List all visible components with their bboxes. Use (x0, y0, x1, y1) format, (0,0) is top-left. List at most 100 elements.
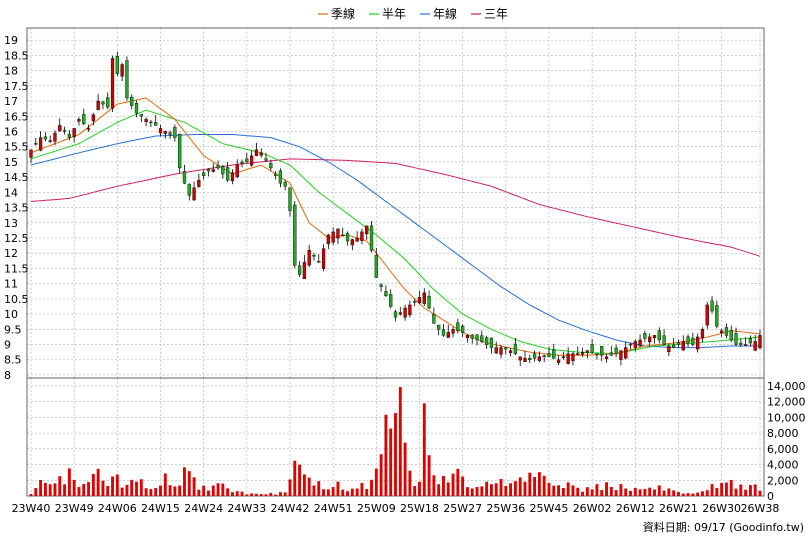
candle-body (532, 353, 537, 359)
volume-tick-label: 0 (767, 490, 774, 503)
price-tick-label: 12.5 (4, 232, 29, 245)
candle-body (676, 342, 681, 345)
ma-quarter-line (30, 97, 761, 356)
candle-body (182, 171, 187, 184)
volume-bar (513, 481, 517, 496)
volume-bar (585, 487, 589, 496)
volume-tick-label: 2,000 (767, 474, 799, 487)
volume-bar (561, 487, 565, 496)
volume-bar (77, 487, 81, 496)
candle-body (273, 173, 278, 176)
candle-body (321, 248, 326, 269)
volume-bar (629, 490, 632, 496)
price-tick-label: 14.5 (4, 171, 29, 184)
volume-bar (235, 491, 239, 496)
price-tick-label: 15.5 (4, 141, 29, 154)
candle-body (465, 335, 470, 339)
volume-bar (370, 479, 373, 496)
volume-bar (442, 475, 445, 496)
volume-bar (115, 474, 119, 496)
candle-body (667, 345, 671, 353)
volume-bar (149, 489, 153, 496)
candle-body (82, 114, 86, 125)
volume-bar (72, 480, 76, 496)
volume-bar (744, 489, 748, 496)
candle-body (384, 291, 388, 297)
candle-body (561, 356, 566, 358)
volume-bar (91, 473, 95, 496)
candle-body (365, 225, 369, 235)
price-tick-label: 14 (4, 186, 18, 199)
volume-bar (331, 487, 335, 496)
volume-bar (427, 455, 431, 496)
volume-bar (734, 488, 738, 496)
volume-bar (226, 488, 230, 496)
volume-bar (413, 486, 417, 496)
price-tick-label: 18 (4, 65, 18, 78)
candle-body (360, 231, 364, 241)
candle-body (38, 137, 43, 151)
volume-bar (197, 489, 201, 496)
price-tick-label: 17.5 (4, 80, 29, 93)
volume-bar (398, 387, 402, 496)
candle-body (48, 140, 52, 142)
volume-bar (557, 485, 561, 496)
candle-body (245, 158, 249, 163)
volume-bar (456, 468, 460, 496)
volume-tick-label: 6,000 (767, 443, 799, 456)
candle-body (556, 359, 561, 363)
x-tick-label: 23W40 (12, 502, 51, 515)
volume-bar (667, 488, 671, 496)
x-tick-label: 24W42 (271, 502, 310, 515)
x-tick-label: 26W02 (573, 502, 612, 515)
candle-body (144, 119, 148, 123)
volume-bar (537, 472, 541, 496)
price-tick-label: 9 (4, 339, 11, 352)
volume-bar (729, 479, 733, 496)
price-tick-label: 15 (4, 156, 18, 169)
candle-body (134, 102, 139, 114)
candle-body (154, 122, 158, 126)
volume-bar (374, 468, 378, 496)
volume-bar (609, 486, 613, 496)
volume-bar (202, 485, 206, 496)
candle-body (619, 350, 623, 360)
x-tick-label: 25W09 (357, 502, 396, 515)
volume-bar (533, 477, 537, 496)
candle-body (202, 172, 206, 176)
candle-body (130, 96, 134, 106)
x-axis-ticks: 23W40 23W49 24W06 24W15 24W24 24W33 24W42 24W51… (12, 502, 780, 515)
volume-bar (111, 476, 114, 496)
volume-bar (106, 486, 110, 496)
price-tick-label: 11 (4, 278, 18, 291)
price-tick-label: 12 (4, 247, 18, 260)
volume-bar (326, 489, 330, 496)
candle-body (317, 261, 321, 263)
volume-bar (154, 488, 158, 496)
volume-bar (178, 485, 182, 496)
volume-bar (389, 428, 393, 496)
volume-bar (600, 490, 604, 496)
candle-body (542, 355, 546, 357)
volume-bar (566, 482, 570, 496)
volume-bar (739, 484, 743, 496)
volume-bar (120, 487, 124, 496)
candle-body (681, 341, 685, 351)
candle-body (705, 304, 709, 326)
volume-bar (139, 479, 143, 496)
price-tick-label: 8 (4, 369, 11, 382)
volume-bar (192, 477, 196, 496)
volume-bar (394, 412, 397, 496)
volume-bar (283, 492, 287, 496)
candle-body (336, 228, 340, 239)
candle-body (120, 64, 124, 77)
volume-bar (96, 468, 100, 496)
candle-body (734, 333, 738, 345)
candle-body (571, 353, 575, 361)
volume-bar (590, 489, 594, 496)
candle-body (643, 333, 647, 339)
candle-body (86, 128, 91, 130)
price-tick-label: 8.5 (4, 354, 22, 367)
volume-bar (240, 491, 244, 496)
candle-body (168, 132, 172, 135)
